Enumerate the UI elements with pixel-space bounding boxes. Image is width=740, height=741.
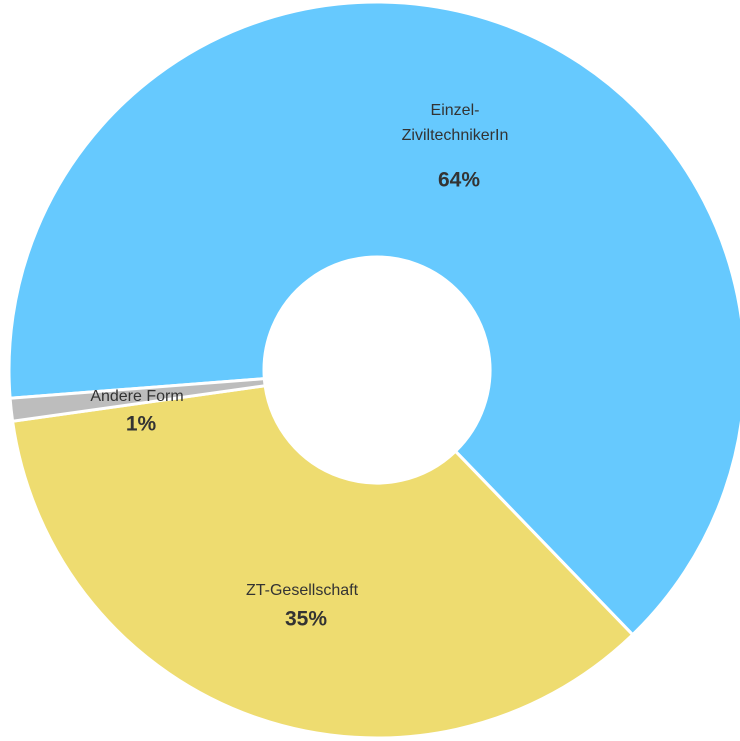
- slice-label: Andere Form: [90, 388, 183, 405]
- slice-label: ZT-Gesellschaft: [246, 582, 359, 599]
- slice-label-line: ZiviltechnikerIn: [402, 127, 509, 144]
- slice: [7, 0, 740, 637]
- slice-label-line: Einzel-: [431, 102, 480, 119]
- value-label: 1%: [126, 413, 157, 436]
- slice: [10, 384, 635, 740]
- value-label: 35%: [285, 608, 327, 631]
- slice-label: Einzel- ZiviltechnikerIn: [402, 102, 509, 144]
- slice: [8, 377, 267, 423]
- value-label: 64%: [438, 169, 480, 192]
- slice-label-line: ZT-Gesellschaft: [246, 582, 359, 599]
- slice-label-line: Andere Form: [90, 388, 183, 405]
